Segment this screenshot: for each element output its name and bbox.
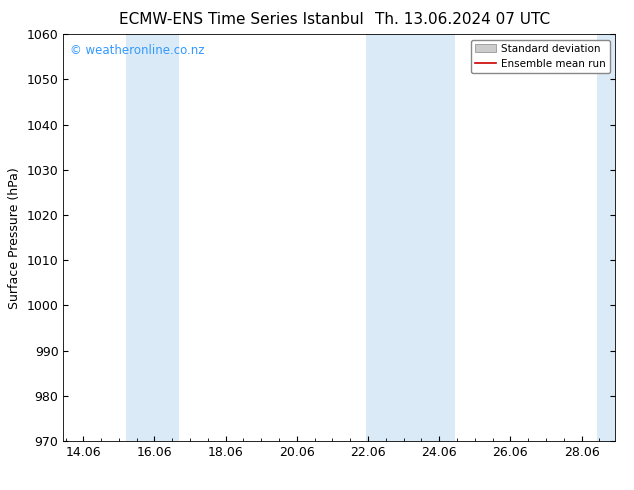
Bar: [597, 34, 615, 441]
Legend: Standard deviation, Ensemble mean run: Standard deviation, Ensemble mean run: [470, 40, 610, 73]
Text: © weatheronline.co.nz: © weatheronline.co.nz: [70, 45, 205, 57]
Bar: [126, 34, 179, 441]
Text: ECMW-ENS Time Series Istanbul: ECMW-ENS Time Series Istanbul: [119, 12, 363, 27]
Y-axis label: Surface Pressure (hPa): Surface Pressure (hPa): [8, 167, 21, 309]
Bar: [366, 34, 401, 441]
Bar: [401, 34, 455, 441]
Text: Th. 13.06.2024 07 UTC: Th. 13.06.2024 07 UTC: [375, 12, 550, 27]
